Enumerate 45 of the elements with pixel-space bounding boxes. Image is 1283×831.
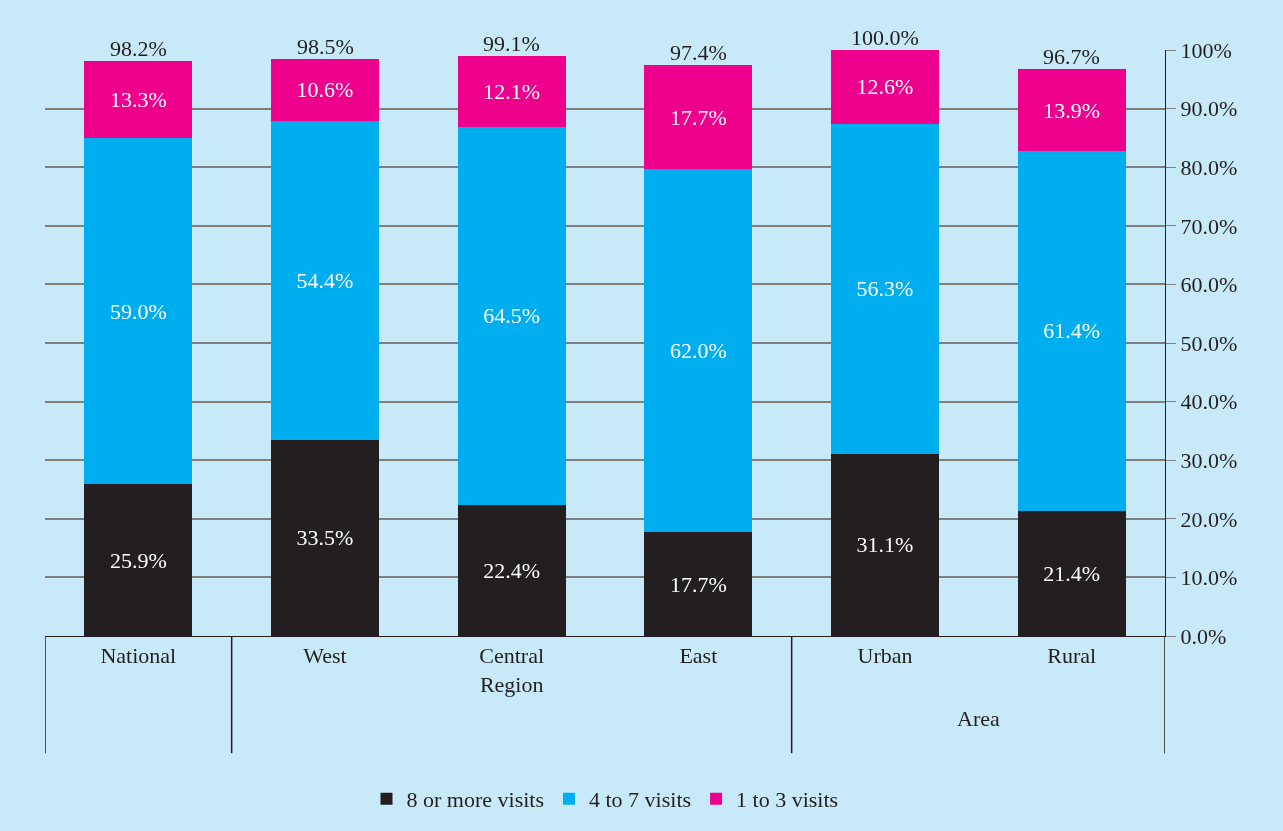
total-label: 96.7% [1043,44,1100,69]
data-label: 64.5% [483,303,541,329]
data-label: 56.3% [856,276,914,302]
y-tick-label: 50.0% [1180,330,1238,356]
y-tick-label: 80.0% [1180,154,1238,180]
x-tick-label: National [100,643,177,669]
y-tick-label: 30.0% [1180,447,1238,473]
data-label: 17.7% [669,571,727,597]
total-label: 98.5% [297,34,354,59]
data-label: 13.3% [109,87,167,113]
data-label: 31.1% [856,532,914,558]
x-tick-label: West [303,643,347,669]
legend-label: 8 or more visits [406,787,544,813]
total-label: 100.0% [851,25,919,50]
data-label: 12.1% [483,78,541,104]
data-label: 62.0% [669,338,727,364]
y-tick-label: 60.0% [1180,272,1238,298]
data-label: 25.9% [109,547,167,573]
y-tick-label: 70.0% [1180,213,1238,239]
y-tick-label: 100% [1180,37,1232,63]
y-tick-label: 10.0% [1180,565,1238,591]
legend-label: 1 to 3 visits [736,787,839,813]
x-tick-label: Urban [857,643,913,669]
total-label: 98.2% [110,36,167,61]
data-label: 54.4% [296,267,354,293]
data-label: 33.5% [296,525,354,551]
data-label: 61.4% [1043,318,1101,344]
x-tick-label: East [679,643,718,669]
data-label: 17.7% [669,104,727,130]
data-label: 59.0% [109,298,167,324]
y-tick-label: 40.0% [1180,389,1238,415]
y-tick-label: 20.0% [1180,506,1238,532]
total-label: 97.4% [670,40,727,65]
y-tick-label: 90.0% [1180,96,1238,122]
x-tick-label: Rural [1047,643,1097,669]
total-label: 99.1% [483,31,540,56]
data-label: 10.6% [296,77,354,103]
y-tick-label: 0.0% [1180,623,1227,649]
data-label: 12.6% [856,74,914,100]
legend-label: 4 to 7 visits [589,787,692,813]
text: Area [957,706,1000,731]
data-label: 21.4% [1043,560,1101,586]
x-tick-label: Central Region [479,643,545,697]
data-label: 22.4% [483,557,541,583]
data-label: 13.9% [1043,97,1101,123]
